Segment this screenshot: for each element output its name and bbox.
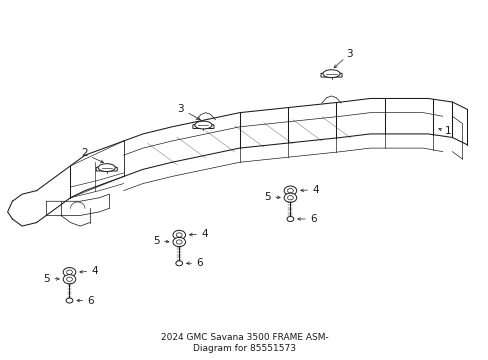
Text: 4: 4 — [201, 229, 207, 239]
Circle shape — [284, 193, 296, 202]
FancyBboxPatch shape — [192, 125, 214, 129]
Circle shape — [287, 189, 293, 193]
Text: 2024 GMC Savana 3500 FRAME ASM-: 2024 GMC Savana 3500 FRAME ASM- — [160, 333, 328, 342]
Text: 5: 5 — [43, 274, 50, 284]
Circle shape — [176, 240, 182, 244]
Ellipse shape — [194, 121, 211, 129]
Circle shape — [63, 275, 76, 284]
FancyBboxPatch shape — [320, 73, 342, 77]
Text: 5: 5 — [153, 236, 160, 246]
Circle shape — [173, 230, 185, 239]
Circle shape — [176, 233, 182, 237]
Circle shape — [66, 270, 72, 274]
Text: 5: 5 — [264, 192, 270, 202]
Circle shape — [176, 261, 182, 266]
Circle shape — [66, 277, 72, 282]
Text: 4: 4 — [91, 266, 98, 276]
FancyBboxPatch shape — [96, 167, 117, 171]
Text: 3: 3 — [346, 49, 352, 59]
Circle shape — [66, 298, 73, 303]
Text: 6: 6 — [196, 258, 203, 268]
Text: 1: 1 — [444, 126, 451, 136]
Text: Diagram for 85551573: Diagram for 85551573 — [193, 344, 295, 353]
Text: 4: 4 — [311, 185, 318, 195]
Circle shape — [284, 186, 296, 195]
Text: 6: 6 — [87, 296, 94, 306]
Circle shape — [286, 216, 293, 221]
Text: 3: 3 — [177, 104, 183, 114]
Ellipse shape — [98, 164, 115, 171]
Text: 2: 2 — [81, 148, 87, 158]
Ellipse shape — [322, 70, 339, 78]
Circle shape — [63, 267, 76, 277]
Text: 6: 6 — [309, 214, 316, 224]
Circle shape — [287, 195, 293, 200]
Circle shape — [173, 238, 185, 247]
